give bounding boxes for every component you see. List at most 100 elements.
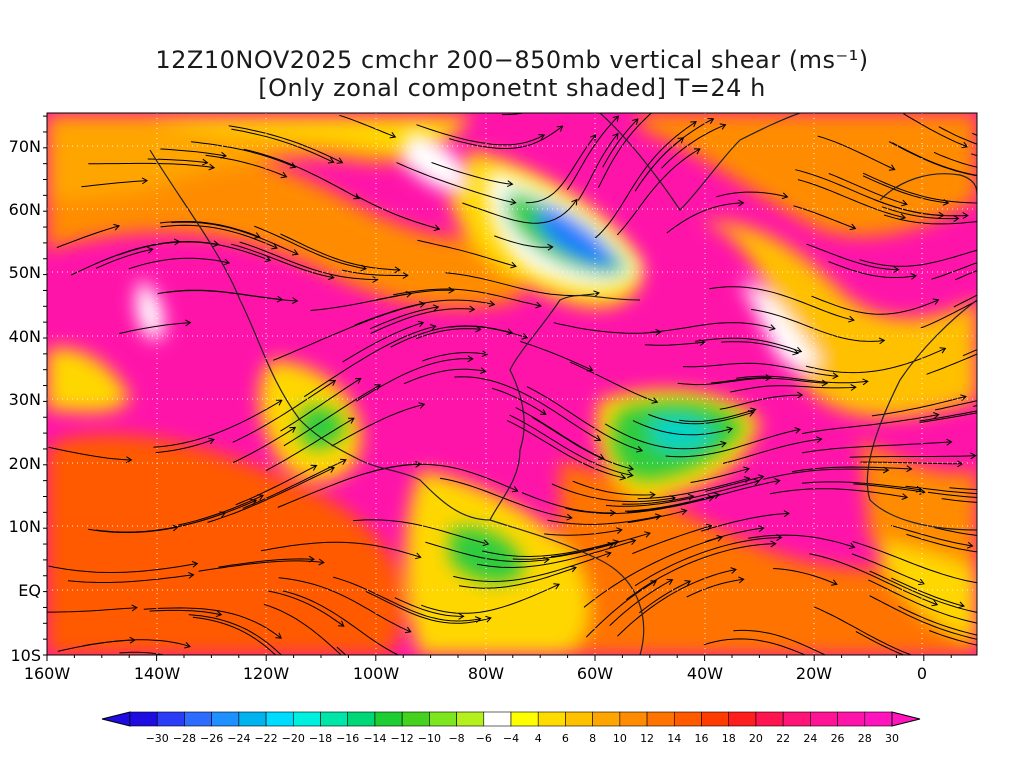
colorbar-label: −26 xyxy=(200,732,223,745)
streamline xyxy=(282,590,400,655)
streamline xyxy=(868,579,977,624)
colorbar-swatch xyxy=(156,711,185,727)
streamline-arrow xyxy=(415,460,422,468)
streamline xyxy=(934,527,977,536)
streamline xyxy=(609,579,673,626)
streamline-arrow xyxy=(208,437,215,445)
streamline xyxy=(369,306,439,330)
streamline xyxy=(159,221,260,238)
streamline-arrow xyxy=(901,199,908,207)
streamline xyxy=(682,362,838,377)
colorbar-left-arrow xyxy=(101,711,131,727)
streamline-arrow xyxy=(978,580,983,586)
colorbar-swatch xyxy=(728,711,757,727)
streamline xyxy=(801,481,922,491)
orange-southwest xyxy=(47,434,404,655)
streamline-arrow xyxy=(687,493,695,501)
colorbar-label: −12 xyxy=(391,732,414,745)
streamline-arrow xyxy=(693,148,701,155)
streamline xyxy=(178,494,264,526)
streamline xyxy=(56,225,120,249)
green-mexico xyxy=(300,406,345,449)
streamline-arrow xyxy=(916,485,923,493)
streamline-arrow xyxy=(757,474,765,481)
colorbar-swatch xyxy=(810,711,838,727)
streamline xyxy=(278,577,411,633)
white-pacific xyxy=(136,280,164,340)
lat-label: 10N xyxy=(9,517,41,536)
streamline xyxy=(903,113,968,148)
streamline xyxy=(506,420,626,479)
streamline xyxy=(160,224,278,249)
streamline-arrow xyxy=(654,513,662,521)
colorbar-swatch xyxy=(292,711,321,727)
streamline-arrow xyxy=(291,297,299,305)
streamline xyxy=(439,477,572,519)
streamline xyxy=(665,428,801,458)
colorbar: −30 −28 −26 −24 −22 −20 −18 −16 −14 −12 −10 −8 −6 −4 4… xyxy=(101,711,921,745)
streamline-arrow xyxy=(962,212,969,220)
streamline-arrow xyxy=(604,551,612,558)
streamline xyxy=(971,153,977,157)
lat-label: 30N xyxy=(9,390,41,409)
streamline-arrow xyxy=(257,494,264,501)
streamline xyxy=(851,553,925,585)
streamline xyxy=(802,414,939,435)
streamline-arrow xyxy=(882,466,890,474)
lat-label: 40N xyxy=(9,327,41,346)
colorbar-label: 6 xyxy=(562,732,569,745)
streamline-arrow xyxy=(629,538,637,546)
streamline xyxy=(933,151,977,168)
streamline-arrow xyxy=(283,657,289,663)
streamline xyxy=(637,477,750,500)
streamline-arrow xyxy=(753,478,761,486)
streamline xyxy=(521,492,616,514)
streamline-arrow xyxy=(289,426,297,433)
streamline-arrow xyxy=(308,555,315,563)
streamline-arrow xyxy=(719,123,727,130)
streamline-arrow xyxy=(510,261,517,269)
streamline xyxy=(927,491,977,498)
colorbar-label: −18 xyxy=(309,732,332,745)
streamline xyxy=(550,532,651,558)
colorbar-swatch xyxy=(510,711,539,727)
lat-label: 70N xyxy=(9,137,41,156)
shaded-field xyxy=(47,113,977,655)
streamline-arrow xyxy=(794,427,801,434)
streamline-arrow xyxy=(506,328,514,336)
streamline-arrow xyxy=(781,192,789,200)
streamline-arrow xyxy=(310,464,318,471)
streamline xyxy=(634,537,782,587)
streamline xyxy=(235,465,317,506)
streamline xyxy=(476,539,636,569)
streamline xyxy=(515,407,605,460)
streamline xyxy=(509,414,633,476)
streamline xyxy=(751,308,885,342)
streamline xyxy=(156,289,283,301)
streamline-arrow xyxy=(276,399,283,406)
colorbar-label: 20 xyxy=(749,732,763,745)
streamline xyxy=(160,148,227,157)
streamline xyxy=(873,199,968,217)
streamline-arrow xyxy=(511,486,519,493)
streamline xyxy=(356,358,473,402)
streamline-arrow xyxy=(1016,627,1021,633)
streamline xyxy=(949,487,977,491)
streamline-arrow xyxy=(713,492,721,499)
streamline xyxy=(972,132,977,136)
streamline xyxy=(551,483,676,503)
streamline-arrow xyxy=(932,298,940,305)
streamline xyxy=(869,595,977,640)
streamline-arrow xyxy=(539,408,547,415)
streamline-arrow xyxy=(612,539,620,546)
streamline-arrow xyxy=(650,580,658,587)
streamline-arrow xyxy=(131,604,138,612)
lon-label: 60W xyxy=(577,664,613,683)
streamline-arrow xyxy=(726,426,734,434)
colorbar-swatch xyxy=(837,711,866,727)
streamline-arrow xyxy=(172,524,179,532)
streamline xyxy=(594,121,697,239)
colorbar-label: −4 xyxy=(503,732,519,745)
streamline-arrow xyxy=(1008,278,1014,284)
streamline-arrow xyxy=(340,458,347,465)
